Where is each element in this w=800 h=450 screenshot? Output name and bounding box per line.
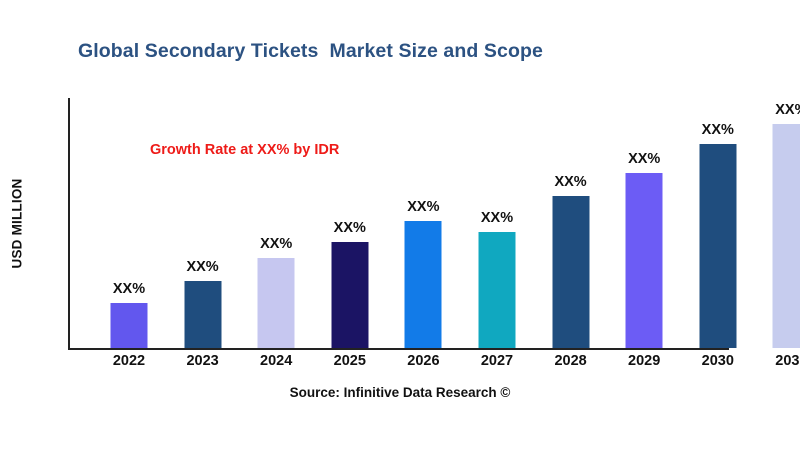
y-axis-label-wrapper: USD MILLION (0, 98, 34, 348)
bar-value-label-2024: XX% (260, 236, 293, 252)
bar-value-label-2023: XX% (186, 259, 219, 275)
x-tick-2027: 2027 (480, 353, 514, 369)
y-axis-label: USD MILLION (9, 178, 25, 268)
bar-2028[interactable] (552, 196, 590, 348)
bar-value-label-2025: XX% (333, 220, 366, 236)
bar-group: XX% (242, 98, 310, 348)
x-axis-line (68, 348, 729, 350)
bar-group: XX% (169, 98, 237, 348)
x-axis-tick-labels: 2022 2023 2024 2025 2026 2027 2028 2029 2030 2031 (68, 353, 800, 379)
bar-value-label-2022: XX% (112, 281, 146, 297)
x-tick-2023: 2023 (186, 353, 219, 369)
bar-group: XX% (684, 98, 752, 348)
source-caption: Source: Infinitive Data Research © (289, 385, 511, 400)
bar-value-label-2027: XX% (480, 210, 514, 226)
x-tick-2030: 2030 (701, 353, 734, 369)
bar-2025[interactable] (331, 242, 369, 348)
bar-value-label-2028: XX% (554, 174, 587, 190)
bar-group: XX% (610, 98, 678, 348)
x-tick-2031: 2031 (775, 353, 800, 369)
bar-2024[interactable] (257, 258, 295, 348)
bar-group: XX% (537, 98, 605, 348)
bar-group: XX% (95, 98, 163, 348)
growth-rate-annotation: Growth Rate at XX% by IDR (150, 142, 340, 158)
bar-value-label-2029: XX% (628, 151, 661, 167)
bar-group: XX% (316, 98, 384, 348)
plot-area: XX% XX% XX% XX% XX% XX% XX% XX% XX% XX% (68, 98, 800, 348)
chart-title: Global Secondary Tickets Market Size and… (78, 40, 543, 62)
x-tick-2028: 2028 (554, 353, 587, 369)
bar-value-label-2030: XX% (701, 122, 734, 138)
x-tick-2026: 2026 (407, 353, 440, 369)
bar-2026[interactable] (404, 221, 442, 348)
x-tick-2022: 2022 (112, 353, 146, 369)
bar-group: XX% (757, 98, 800, 348)
bar-2022[interactable] (110, 303, 148, 348)
bar-value-label-2026: XX% (407, 199, 440, 215)
bar-2023[interactable] (184, 281, 222, 348)
x-tick-2029: 2029 (628, 353, 661, 369)
x-tick-2025: 2025 (333, 353, 366, 369)
bar-2031[interactable] (772, 124, 800, 348)
bar-2030[interactable] (699, 144, 737, 348)
bar-2029[interactable] (625, 173, 663, 348)
y-axis-line (68, 98, 70, 348)
bar-value-label-2031: XX% (775, 102, 800, 118)
bar-group: XX% (389, 98, 457, 348)
bar-group: XX% (463, 98, 531, 348)
bar-2027[interactable] (478, 232, 516, 348)
x-tick-2024: 2024 (260, 353, 293, 369)
